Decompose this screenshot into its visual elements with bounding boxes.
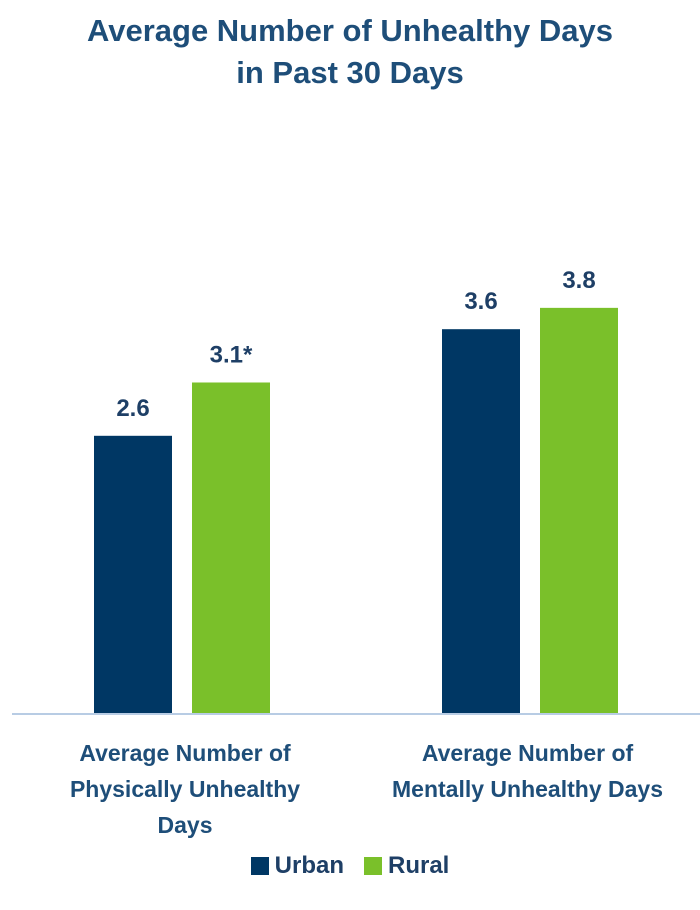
bar-rural-mental <box>540 307 618 713</box>
data-label-urban-mental: 3.6 <box>464 288 497 315</box>
legend-label-urban: Urban <box>274 852 344 879</box>
category-label-physical-line-1: Average Number of <box>79 740 291 766</box>
data-label-rural-mental: 3.8 <box>562 267 595 294</box>
legend-swatch-urban <box>250 857 269 875</box>
category-label-physical-line-3: Days <box>157 812 213 838</box>
bar-urban-mental <box>442 329 520 713</box>
chart-title-line-1: Average Number of Unhealthy Days <box>86 13 613 48</box>
legend-label-rural: Rural <box>387 852 450 879</box>
legend-item-urban: Urban <box>250 852 344 880</box>
category-label-mental-line-2: Mentally Unhealthy Days <box>392 776 663 802</box>
chart-title: Average Number of Unhealthy Days in Past… <box>0 10 700 94</box>
category-label-physical: Average Number of Physically Unhealthy D… <box>30 735 340 843</box>
chart-title-line-2: in Past 30 Days <box>236 55 464 90</box>
category-label-physical-line-2: Physically Unhealthy <box>69 776 301 802</box>
legend-swatch-rural <box>363 857 382 875</box>
data-label-urban-physical: 2.6 <box>116 395 149 422</box>
bar-urban-physical <box>94 435 172 713</box>
bar-rural-physical <box>192 382 270 713</box>
legend: Urban Rural <box>0 852 700 880</box>
category-label-mental: Average Number of Mentally Unhealthy Day… <box>355 735 700 807</box>
category-label-mental-line-1: Average Number of <box>421 740 634 766</box>
legend-item-rural: Rural <box>363 852 450 880</box>
data-label-rural-physical: 3.1* <box>210 341 253 368</box>
